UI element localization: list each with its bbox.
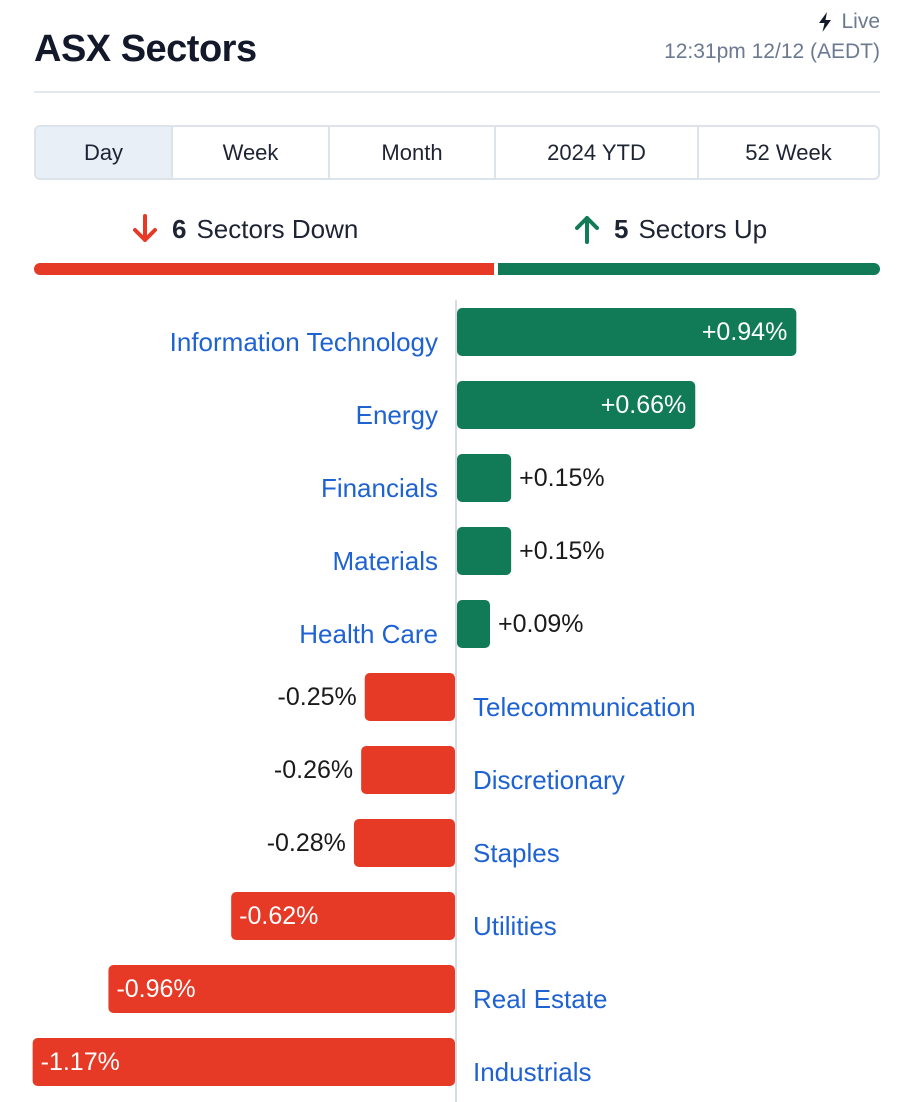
value-label-financials: +0.15% <box>519 464 605 492</box>
value-label-staples: -0.28% <box>267 829 346 857</box>
arrow-down-icon <box>128 212 162 246</box>
bar-discretionary[interactable] <box>361 746 455 794</box>
bar-utilities[interactable] <box>231 892 455 940</box>
breadth-bar-down <box>34 263 494 275</box>
category-label-information-technology[interactable]: Information Technology <box>170 327 438 357</box>
period-tabs: Day Week Month 2024 YTD 52 Week <box>34 125 880 180</box>
value-label-discretionary: -0.26% <box>274 756 353 784</box>
page-title: ASX Sectors <box>34 28 257 70</box>
value-label-utilities: -0.62% <box>239 902 318 930</box>
category-label-real-estate[interactable]: Real Estate <box>473 984 607 1014</box>
arrow-up-icon <box>570 212 604 246</box>
tab-month[interactable]: Month <box>330 127 496 178</box>
category-label-health-care[interactable]: Health Care <box>299 619 438 649</box>
value-label-real-estate: -0.96% <box>116 975 195 1003</box>
bar-financials[interactable] <box>457 454 512 502</box>
category-label-financials[interactable]: Financials <box>321 473 438 503</box>
bar-real-estate[interactable] <box>108 965 455 1013</box>
timestamp: 12:31pm 12/12 (AEDT) <box>664 40 880 63</box>
sectors-down-count: 6 <box>172 213 187 244</box>
value-label-health-care: +0.09% <box>498 610 584 638</box>
value-label-information-technology: +0.94% <box>702 318 788 346</box>
value-label-telecommunication: -0.25% <box>278 683 357 711</box>
category-label-telecommunication[interactable]: Telecommunication <box>473 692 696 722</box>
bar-telecommunication[interactable] <box>364 673 455 721</box>
header-divider <box>34 91 880 93</box>
category-label-staples[interactable]: Staples <box>473 838 560 868</box>
sectors-down-label: Sectors Down <box>196 213 359 244</box>
bar-industrials[interactable] <box>32 1038 455 1086</box>
category-label-utilities[interactable]: Utilities <box>473 911 557 941</box>
sectors-up-count: 5 <box>614 213 629 244</box>
sectors-up-summary: 5 Sectors Up <box>570 212 767 246</box>
category-label-energy[interactable]: Energy <box>356 400 438 430</box>
category-label-discretionary[interactable]: Discretionary <box>473 765 625 795</box>
value-label-industrials: -1.17% <box>41 1048 120 1076</box>
value-label-materials: +0.15% <box>519 537 605 565</box>
live-indicator: Live <box>815 10 880 34</box>
tab-2024-ytd[interactable]: 2024 YTD <box>496 127 699 178</box>
live-label: Live <box>841 10 880 33</box>
tab-week[interactable]: Week <box>173 127 330 178</box>
tab-day[interactable]: Day <box>36 127 173 178</box>
bar-information-technology[interactable] <box>457 308 797 356</box>
bar-health-care[interactable] <box>457 600 490 648</box>
tab-52-week[interactable]: 52 Week <box>745 139 832 165</box>
value-label-energy: +0.66% <box>601 391 687 419</box>
bar-materials[interactable] <box>457 527 512 575</box>
category-label-industrials[interactable]: Industrials <box>473 1057 592 1087</box>
bar-energy[interactable] <box>457 381 696 429</box>
breadth-bar-up <box>498 263 880 275</box>
sectors-up-label: Sectors Up <box>638 213 768 244</box>
lightning-bolt-icon <box>815 11 835 33</box>
sectors-down-summary: 6 Sectors Down <box>128 212 358 246</box>
category-label-materials[interactable]: Materials <box>333 546 438 576</box>
bar-staples[interactable] <box>353 819 455 867</box>
